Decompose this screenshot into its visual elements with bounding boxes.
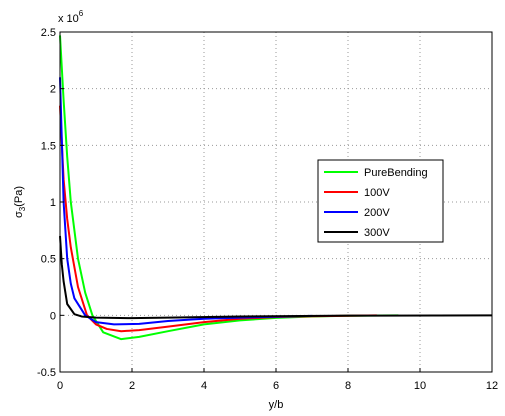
data-line — [59, 77, 313, 326]
plot-lines — [59, 35, 493, 341]
y-axis-label: σ3(Pa) — [13, 186, 27, 218]
y-scale: x 106 — [58, 9, 84, 25]
y-tick-label: 0 — [50, 310, 56, 322]
x-tick-label: 8 — [345, 380, 351, 392]
legend-label: PureBending — [364, 167, 428, 179]
data-line — [59, 235, 493, 320]
y-tick-label: 1 — [50, 197, 56, 209]
legend-label: 100V — [364, 187, 390, 199]
x-tick-label: 12 — [486, 380, 498, 392]
y-scale-exponent: 6 — [79, 9, 84, 18]
legend: PureBending 100V 200V 300V — [317, 159, 444, 243]
y-label-unit: (Pa) — [13, 186, 25, 207]
y-tick-label: 2 — [50, 84, 56, 96]
x-tick-label: 6 — [273, 380, 279, 392]
y-tick-label: 1.5 — [41, 140, 56, 152]
x-tick-label: 4 — [201, 380, 207, 392]
x-axis-label: y/b — [269, 399, 284, 411]
y-tick-label: -0.5 — [37, 367, 56, 379]
y-tick-label: 0.5 — [41, 254, 56, 266]
x-tick-label: 2 — [129, 380, 135, 392]
y-label-subscript: 3 — [18, 206, 27, 211]
x-tick-label: 0 — [57, 380, 63, 392]
y-tick-label: 2.5 — [41, 27, 56, 39]
legend-label: 300V — [364, 227, 390, 239]
y-scale-base: x 10 — [58, 13, 79, 25]
y-label-symbol: σ — [13, 211, 25, 218]
x-tick-label: 10 — [414, 380, 426, 392]
legend-box — [317, 159, 444, 243]
legend-label: 200V — [364, 207, 390, 219]
